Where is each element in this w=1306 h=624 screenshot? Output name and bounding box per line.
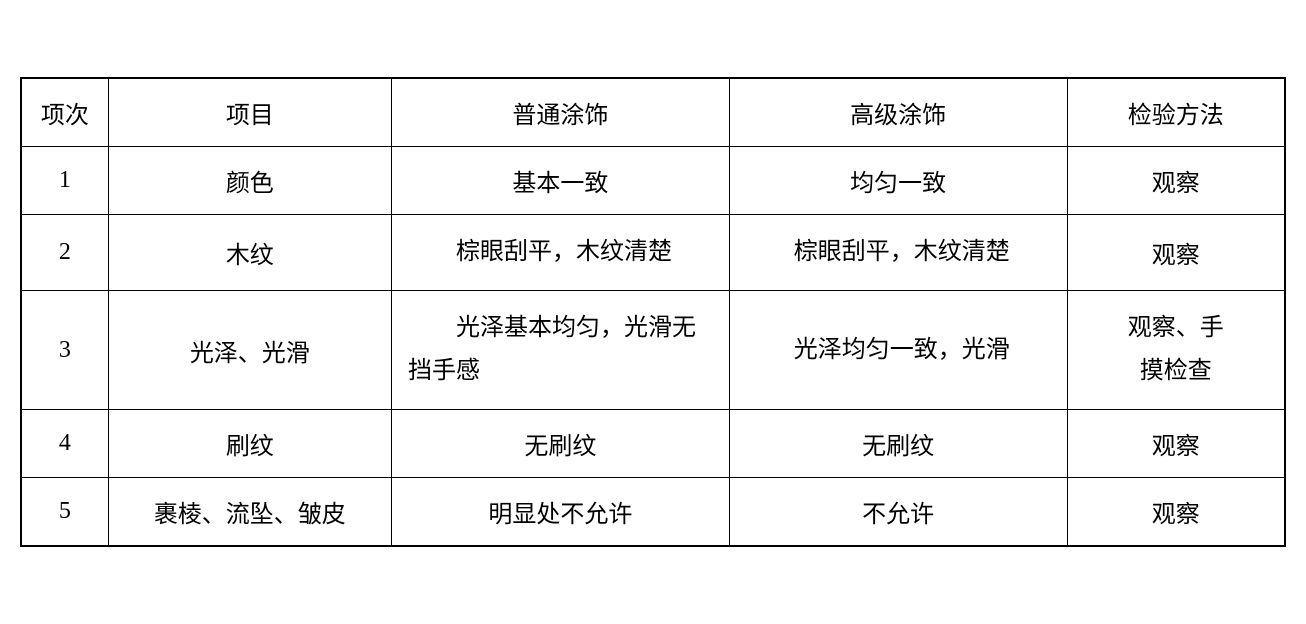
cell-advanced: 光泽均匀一致，光滑 [729, 290, 1067, 409]
cell-normal: 无刷纹 [391, 410, 729, 478]
inspection-table: 项次 项目 普通涂饰 高级涂饰 检验方法 1 颜色 基本一致 均匀一致 观察 2… [20, 77, 1286, 548]
cell-item: 木纹 [108, 214, 391, 290]
header-normal: 普通涂饰 [391, 78, 729, 147]
cell-item: 颜色 [108, 146, 391, 214]
cell-index: 3 [21, 290, 108, 409]
cell-item: 刷纹 [108, 410, 391, 478]
cell-advanced: 无刷纹 [729, 410, 1067, 478]
header-advanced: 高级涂饰 [729, 78, 1067, 147]
cell-index: 2 [21, 214, 108, 290]
cell-normal: 基本一致 [391, 146, 729, 214]
inspection-table-container: 项次 项目 普通涂饰 高级涂饰 检验方法 1 颜色 基本一致 均匀一致 观察 2… [20, 77, 1286, 548]
cell-method: 观察 [1067, 214, 1285, 290]
cell-method: 观察 [1067, 146, 1285, 214]
table-row: 2 木纹 棕眼刮平，木纹清楚 棕眼刮平，木纹清楚 观察 [21, 214, 1285, 290]
table-body: 1 颜色 基本一致 均匀一致 观察 2 木纹 棕眼刮平，木纹清楚 棕眼刮平，木纹… [21, 146, 1285, 546]
cell-index: 4 [21, 410, 108, 478]
cell-normal: 光泽基本均匀，光滑无挡手感 [391, 290, 729, 409]
cell-normal: 棕眼刮平，木纹清楚 [391, 214, 729, 290]
header-index: 项次 [21, 78, 108, 147]
cell-advanced: 棕眼刮平，木纹清楚 [729, 214, 1067, 290]
cell-normal: 明显处不允许 [391, 478, 729, 547]
table-row: 3 光泽、光滑 光泽基本均匀，光滑无挡手感 光泽均匀一致，光滑 观察、手摸检查 [21, 290, 1285, 409]
method-line2: 摸检查 [1140, 358, 1212, 384]
cell-index: 5 [21, 478, 108, 547]
header-method: 检验方法 [1067, 78, 1285, 147]
table-row: 1 颜色 基本一致 均匀一致 观察 [21, 146, 1285, 214]
table-row: 5 裹棱、流坠、皱皮 明显处不允许 不允许 观察 [21, 478, 1285, 547]
cell-index: 1 [21, 146, 108, 214]
table-header: 项次 项目 普通涂饰 高级涂饰 检验方法 [21, 78, 1285, 147]
cell-method: 观察 [1067, 410, 1285, 478]
cell-advanced: 不允许 [729, 478, 1067, 547]
cell-method: 观察、手摸检查 [1067, 290, 1285, 409]
cell-method: 观察 [1067, 478, 1285, 547]
method-line1: 观察、手 [1128, 315, 1224, 341]
header-item: 项目 [108, 78, 391, 147]
cell-advanced: 均匀一致 [729, 146, 1067, 214]
cell-item: 光泽、光滑 [108, 290, 391, 409]
header-row: 项次 项目 普通涂饰 高级涂饰 检验方法 [21, 78, 1285, 147]
cell-item: 裹棱、流坠、皱皮 [108, 478, 391, 547]
table-row: 4 刷纹 无刷纹 无刷纹 观察 [21, 410, 1285, 478]
